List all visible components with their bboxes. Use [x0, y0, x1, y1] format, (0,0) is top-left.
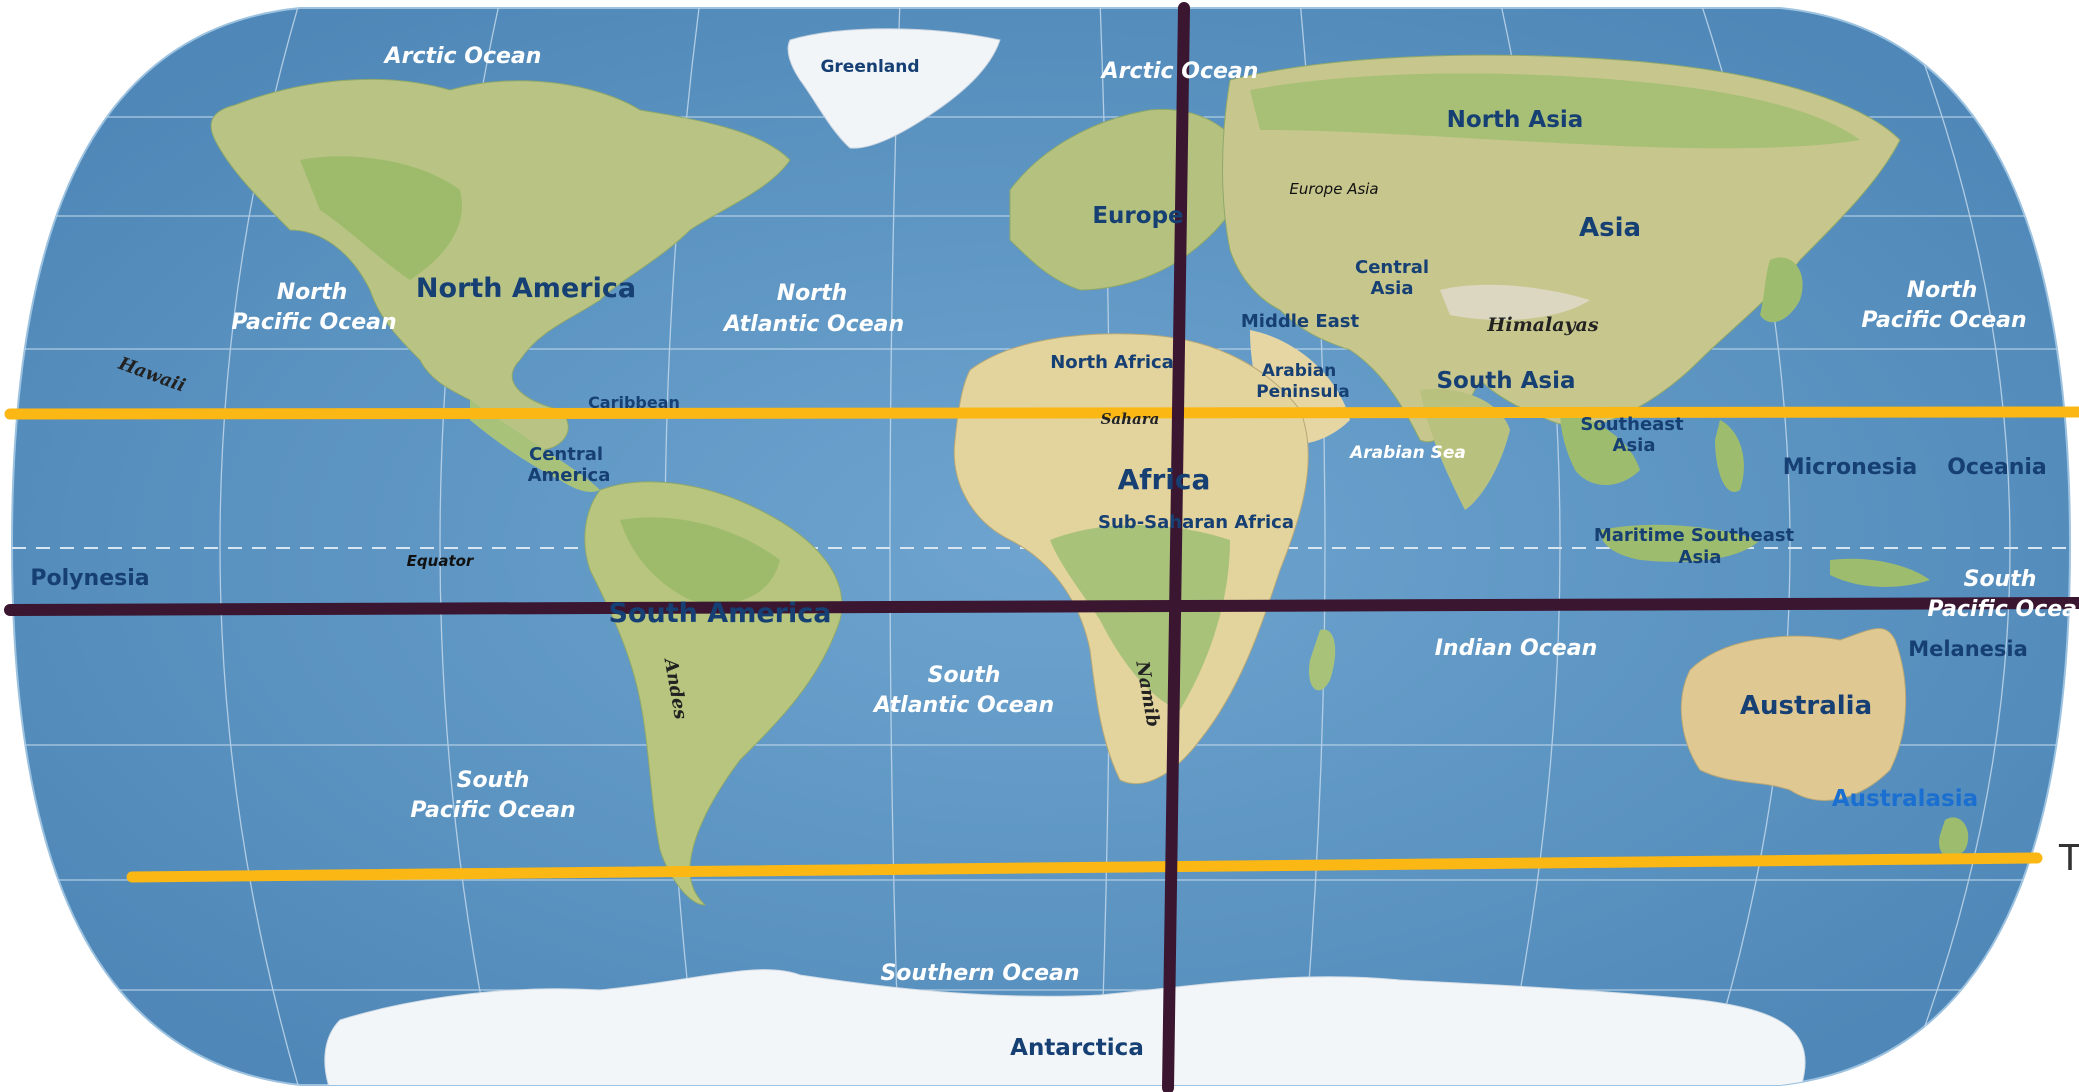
label-north-america: North America — [416, 273, 636, 304]
label-indian-ocean: Indian Ocean — [1435, 636, 1597, 661]
label-europe-asia: Europe Asia — [1289, 180, 1378, 198]
label-central-america-2: America — [528, 465, 611, 486]
label-arctic-ocean-east: Arctic Ocean — [1100, 59, 1259, 84]
label-south-pacific-east-1: South — [1964, 567, 2037, 592]
label-maritime-southeast-asia-1: Maritime Southeast — [1594, 525, 1795, 546]
antarctica-landmass — [324, 969, 1806, 1085]
label-polynesia: Polynesia — [30, 566, 149, 591]
label-southeast-asia-2: Asia — [1613, 435, 1656, 456]
label-australasia: Australasia — [1832, 786, 1978, 812]
label-himalayas: Himalayas — [1486, 314, 1598, 336]
label-central-asia-2: Asia — [1371, 278, 1414, 299]
india-landmass — [1420, 389, 1510, 510]
label-central-america-1: Central — [529, 444, 603, 465]
australia-landmass — [1680, 627, 1907, 801]
label-north-africa: North Africa — [1050, 352, 1174, 373]
label-micronesia: Micronesia — [1783, 455, 1918, 480]
label-arctic-ocean-west: Arctic Ocean — [383, 44, 542, 69]
label-arabian-sea: Arabian Sea — [1348, 443, 1466, 463]
label-arabian-peninsula-2: Peninsula — [1256, 382, 1350, 402]
label-greenland: Greenland — [820, 57, 919, 77]
label-edge-letter: T — [2058, 838, 2079, 879]
label-south-asia: South Asia — [1436, 368, 1575, 394]
label-africa: Africa — [1118, 463, 1211, 496]
label-equator: Equator — [407, 552, 475, 570]
label-middle-east: Middle East — [1241, 311, 1360, 332]
label-north-pacific-east-1: North — [1907, 278, 1978, 303]
label-southern-ocean: Southern Ocean — [880, 961, 1079, 986]
label-europe: Europe — [1092, 203, 1183, 229]
tropic-of-capricorn-line — [126, 852, 2043, 883]
central-america-landmass — [470, 400, 600, 492]
horizontal-dividing-line — [4, 597, 2079, 616]
label-north-atlantic-2: Atlantic Ocean — [722, 312, 904, 337]
label-asia: Asia — [1579, 213, 1641, 243]
greenland-landmass — [787, 28, 1001, 149]
label-melanesia: Melanesia — [1908, 637, 2028, 661]
label-south-pacific-west-1: South — [457, 768, 530, 793]
asia-landmass — [1222, 54, 1901, 443]
vertical-dividing-line — [1162, 2, 1190, 1092]
label-maritime-southeast-asia-2: Asia — [1679, 547, 1722, 568]
label-southeast-asia-1: Southeast — [1580, 414, 1684, 435]
label-central-asia-1: Central — [1355, 257, 1429, 278]
label-australia: Australia — [1740, 691, 1872, 721]
label-oceania: Oceania — [1947, 455, 2047, 480]
label-caribbean: Caribbean — [588, 393, 680, 412]
label-north-pacific-west-1: North — [277, 280, 348, 305]
label-antarctica: Antarctica — [1010, 1035, 1144, 1061]
label-south-america: South America — [609, 598, 832, 629]
label-arabian-peninsula-1: Arabian — [1262, 361, 1337, 381]
himalayas-relief — [1440, 284, 1590, 320]
label-sub-saharan-africa: Sub-Saharan Africa — [1098, 512, 1294, 533]
label-sahara: Sahara — [1101, 410, 1160, 428]
label-south-atlantic-2: Atlantic Ocean — [872, 693, 1054, 718]
label-north-atlantic-1: North — [777, 281, 848, 306]
label-south-pacific-west-2: Pacific Ocean — [410, 798, 575, 823]
label-south-atlantic-1: South — [928, 663, 1001, 688]
label-north-pacific-east-2: Pacific Ocean — [1861, 308, 2026, 333]
label-north-pacific-west-2: Pacific Ocean — [231, 310, 396, 335]
label-north-asia: North Asia — [1447, 107, 1584, 133]
label-south-pacific-east-2: Pacific Ocean — [1927, 597, 2079, 622]
tropic-of-cancer-line — [4, 406, 2079, 420]
